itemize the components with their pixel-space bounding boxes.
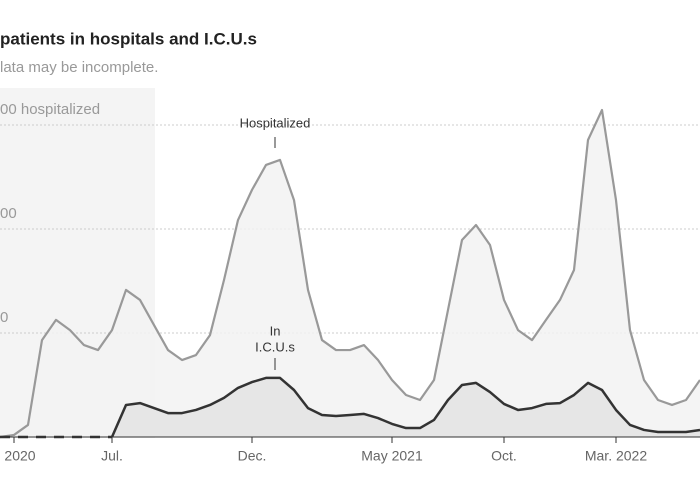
y-tick-label: 00 hospitalized xyxy=(0,101,100,118)
x-tick-label: 2020 xyxy=(4,448,35,464)
annotation: Hospitalized xyxy=(240,115,311,130)
y-tick-label: 0 xyxy=(0,309,8,326)
annotation: I.C.U.s xyxy=(255,339,295,354)
x-tick-label: Mar. 2022 xyxy=(585,448,647,464)
chart-subtitle: lata may be incomplete. xyxy=(0,59,158,76)
line xyxy=(110,376,700,438)
y-tick-label: 00 xyxy=(0,205,17,222)
annotation: In xyxy=(270,323,281,338)
x-tick-label: Jul. xyxy=(101,448,123,464)
x-tick-label: Oct. xyxy=(491,448,517,464)
x-tick-label: Dec. xyxy=(238,448,267,464)
x-tick-label: May 2021 xyxy=(361,448,423,464)
line xyxy=(0,108,700,439)
chart-title: patients in hospitals and I.C.U.s xyxy=(0,29,257,48)
area xyxy=(112,377,700,437)
